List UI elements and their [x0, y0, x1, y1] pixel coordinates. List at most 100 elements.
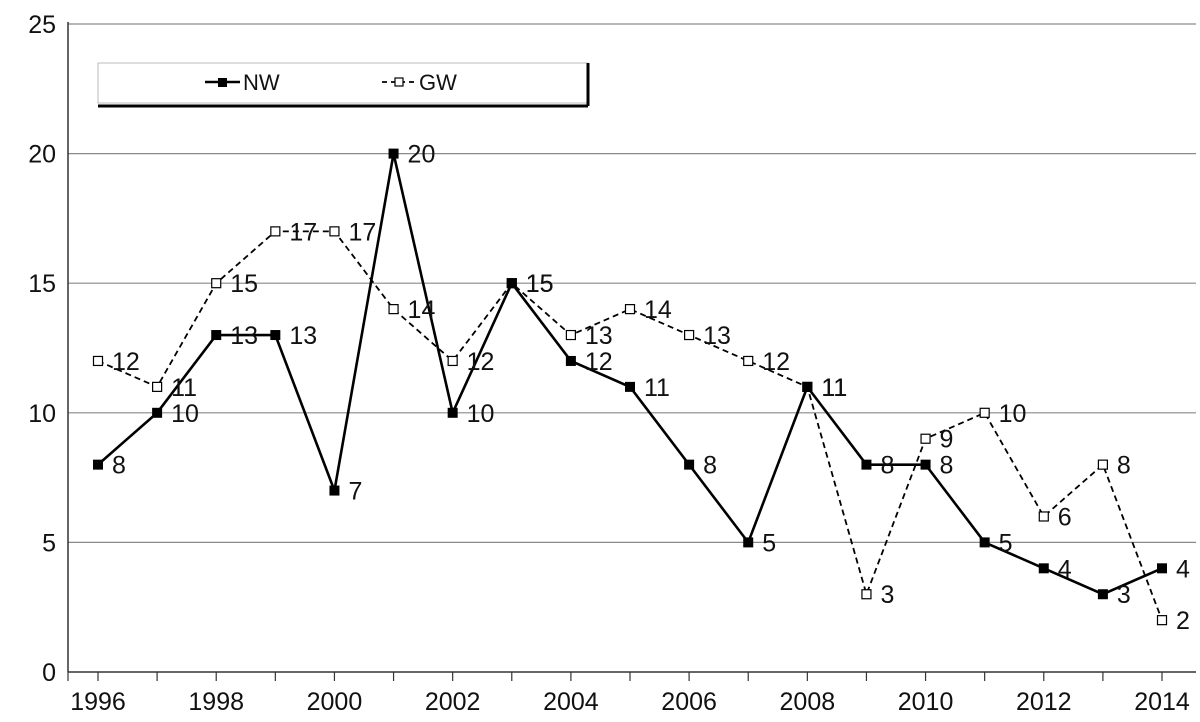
point-gw — [92, 355, 104, 367]
data-label-nw: 8 — [940, 452, 954, 480]
point-gw — [1038, 511, 1049, 522]
data-label-gw: 14 — [408, 296, 436, 324]
point-nw — [506, 278, 517, 289]
data-label-gw: 9 — [940, 426, 954, 454]
data-label-nw: 8 — [880, 452, 894, 480]
data-label-gw: 13 — [585, 322, 613, 350]
point-nw — [388, 148, 399, 159]
data-label-nw: 7 — [348, 478, 362, 506]
legend: NW GW — [97, 62, 590, 108]
point-nw — [743, 537, 754, 548]
point-nw — [920, 459, 931, 470]
x-tick-label: 2002 — [425, 688, 481, 716]
legend-gw-label: GW — [419, 70, 457, 95]
point-nw — [861, 459, 872, 470]
point-nw — [152, 407, 163, 418]
data-label-nw: 5 — [762, 529, 776, 557]
point-gw — [861, 589, 872, 600]
data-label-gw: 11 — [171, 374, 197, 402]
data-label-gw: 10 — [999, 400, 1027, 428]
point-gw — [979, 407, 990, 418]
point-gw — [152, 381, 163, 392]
point-nw — [625, 381, 635, 392]
legend-gw-marker — [394, 77, 404, 87]
data-label-gw: 12 — [467, 348, 495, 376]
data-label-gw: 14 — [644, 296, 672, 324]
point-nw — [1038, 563, 1049, 574]
data-label-nw: 4 — [1176, 555, 1190, 583]
point-gw — [1156, 615, 1168, 626]
x-tick-label: 1998 — [188, 688, 244, 716]
point-gw — [211, 278, 222, 289]
point-nw — [270, 330, 281, 341]
point-nw — [211, 330, 222, 341]
data-label-gw: 12 — [762, 348, 790, 376]
point-gw — [447, 355, 458, 367]
data-labels: 8 10 13 13 7 20 10 15 12 11 8 5 11 8 8 5 4 3 4 12 11 15 17 17 14… — [112, 141, 1190, 636]
data-label-gw: 15 — [230, 270, 258, 298]
data-label-nw: 8 — [703, 452, 717, 480]
y-tick-label: 10 — [28, 400, 56, 428]
y-tick-label: 0 — [42, 659, 56, 687]
point-gw — [684, 329, 695, 341]
x-tick-label: 2004 — [543, 688, 599, 716]
data-label-gw: 17 — [289, 218, 317, 246]
point-gw — [920, 433, 931, 444]
x-tick-label: 2012 — [1016, 688, 1072, 716]
data-label-nw: 13 — [230, 322, 258, 350]
data-label-nw: 13 — [289, 322, 317, 350]
y-tick-label: 5 — [42, 529, 56, 557]
data-label-gw: 3 — [880, 581, 894, 609]
point-nw — [684, 459, 695, 470]
data-label-nw: 11 — [644, 374, 670, 402]
data-label-nw: 3 — [1117, 581, 1131, 609]
data-label-nw: 12 — [585, 348, 613, 376]
point-gw — [270, 226, 281, 237]
data-label-nw: 10 — [171, 400, 199, 428]
data-label-nw: 11 — [821, 374, 847, 402]
point-nw — [1157, 563, 1167, 574]
data-label-gw: 2 — [1176, 607, 1190, 635]
data-label-nw: 8 — [112, 452, 126, 480]
series-markers — [92, 148, 1168, 626]
point-gw — [743, 355, 754, 367]
legend-nw-marker — [218, 78, 227, 87]
point-nw — [447, 407, 458, 418]
data-label-nw: 4 — [1058, 555, 1072, 583]
point-gw — [565, 329, 576, 341]
point-gw — [624, 304, 636, 315]
data-label-nw: 5 — [999, 529, 1013, 557]
x-tick-label: 2008 — [780, 688, 836, 716]
point-nw — [979, 537, 990, 548]
x-tick-label: 2000 — [307, 688, 363, 716]
data-label-gw: 6 — [1058, 503, 1072, 531]
point-gw — [1097, 459, 1108, 470]
y-tick-label: 20 — [28, 141, 56, 169]
gridlines — [68, 23, 1196, 544]
data-label-nw: 10 — [467, 400, 495, 428]
data-label-gw: 11 — [821, 374, 847, 402]
data-label-gw: 12 — [112, 348, 140, 376]
y-tick-label: 15 — [28, 270, 56, 298]
data-label-nw: 20 — [408, 141, 436, 169]
point-gw — [388, 304, 399, 315]
x-tick-label: 2006 — [661, 688, 717, 716]
point-nw — [93, 459, 103, 470]
point-nw — [1097, 589, 1108, 600]
series-line-nw — [97, 153, 1163, 596]
point-gw — [329, 226, 340, 237]
data-label-gw: 17 — [348, 218, 376, 246]
data-label-gw: 15 — [526, 270, 554, 298]
point-nw — [565, 355, 576, 366]
x-tick-label: 2010 — [898, 688, 954, 716]
x-tick-label: 1996 — [70, 688, 126, 716]
data-label-nw: 15 — [526, 270, 554, 298]
data-label-gw: 8 — [1117, 452, 1131, 480]
y-tick-label: 25 — [28, 11, 56, 39]
data-label-gw: 13 — [703, 322, 731, 350]
x-tick-label: 2014 — [1134, 688, 1190, 716]
point-nw — [329, 485, 340, 496]
legend-nw-label: NW — [243, 70, 280, 95]
